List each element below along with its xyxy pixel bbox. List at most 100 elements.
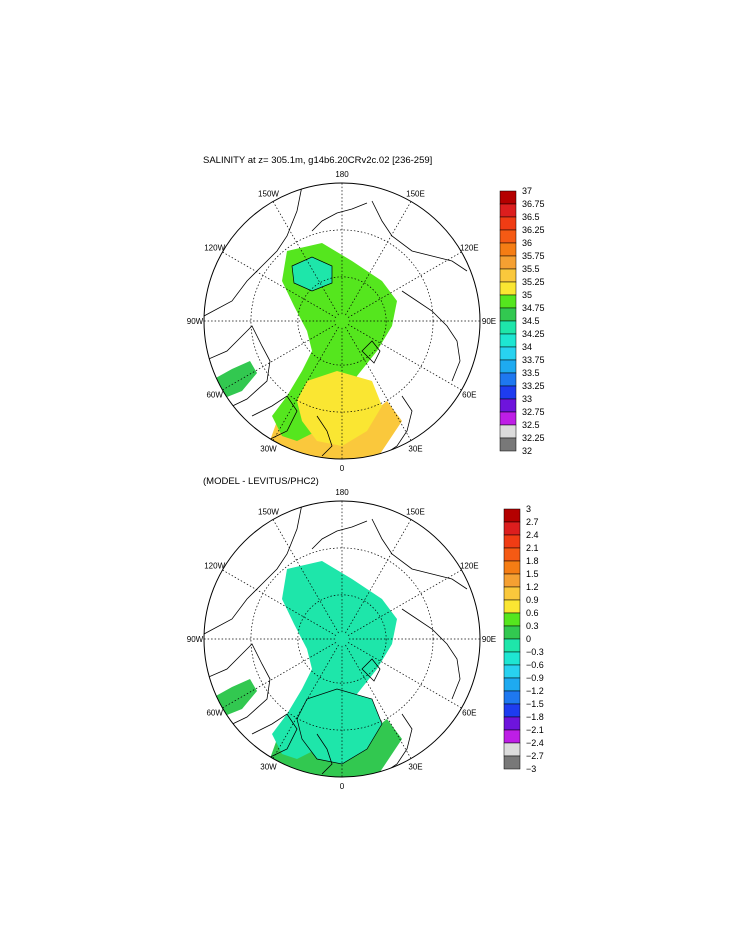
colorbar-level-label: 34.75 <box>522 303 545 313</box>
coastline-9 <box>311 202 368 232</box>
longitude-label: 120W <box>204 244 225 253</box>
longitude-label: 30E <box>408 762 422 771</box>
colorbar-swatch <box>503 703 521 718</box>
colorbar-swatch <box>499 203 517 218</box>
contour-line <box>291 256 333 292</box>
colorbar-swatch <box>499 255 517 270</box>
coastline-2 <box>204 325 271 412</box>
colorbar-level-label: −3 <box>526 764 536 774</box>
meridian-line <box>222 569 337 636</box>
map-boundary <box>203 182 481 460</box>
coastline-9 <box>311 520 368 550</box>
colorbar-swatch <box>499 307 517 322</box>
colorbar-level-label: 2.1 <box>526 543 539 553</box>
coastline-1 <box>204 185 303 317</box>
longitude-label: 120E <box>460 244 479 253</box>
colorbar-swatch <box>503 547 521 562</box>
colorbar-level-label: −2.1 <box>526 725 544 735</box>
meridian-line <box>345 201 412 316</box>
colorbar-level-label: 37 <box>522 186 532 196</box>
colorbar-swatch <box>503 755 521 770</box>
coastline-7 <box>316 415 333 457</box>
colorbar-swatch <box>503 664 521 679</box>
colorbar-swatch <box>503 716 521 731</box>
colorbar-level-label: −0.6 <box>526 660 544 670</box>
colorbar-level-label: 36.5 <box>522 212 540 222</box>
longitude-label: 150E <box>406 190 425 199</box>
coastline-5 <box>401 608 461 700</box>
longitude-label: 90E <box>482 635 496 644</box>
colorbar-level-label: 0 <box>526 634 531 644</box>
colorbar-level-label: 3 <box>526 504 531 514</box>
colorbar-level-label: 34 <box>522 342 532 352</box>
colorbar-swatch <box>503 521 521 536</box>
longitude-label: 120W <box>204 562 225 571</box>
contour-line <box>296 688 383 765</box>
colorbar-swatch <box>503 638 521 653</box>
colorbar-level-label: −2.7 <box>526 751 544 761</box>
longitude-label: 60E <box>462 709 476 718</box>
colorbar-level-label: 1.2 <box>526 582 539 592</box>
colorbar-swatch <box>499 437 517 452</box>
longitude-label: 60W <box>206 709 223 718</box>
panel1-title: SALINITY at z= 305.1m, g14b6.20CRv2c.02 … <box>203 155 433 166</box>
ocean-fill-group <box>207 561 402 777</box>
colorbar-level-label: −1.2 <box>526 686 544 696</box>
colorbar-swatch <box>503 534 521 549</box>
colorbar-swatch <box>499 216 517 231</box>
longitude-label: 90E <box>482 317 496 326</box>
colorbar-swatch <box>503 625 521 640</box>
colorbar-swatch <box>499 294 517 309</box>
colorbar-level-label: 35.25 <box>522 277 545 287</box>
longitude-label: 30E <box>408 444 422 453</box>
meridian-line <box>345 519 412 634</box>
colorbar-level-label: 36.75 <box>522 199 545 209</box>
coastline-8 <box>361 658 381 682</box>
colorbar-level-label: 33.5 <box>522 368 540 378</box>
longitude-label: 30W <box>260 444 277 453</box>
meridian-line <box>345 644 412 759</box>
coastline-8 <box>361 340 381 364</box>
colorbar-swatch <box>503 690 521 705</box>
panel-1: 180 150E 120E 90E 60E 30E 0 30W 60W 90W 120W 150W 37… <box>187 170 545 473</box>
colorbar-swatch <box>499 398 517 413</box>
meridian-line <box>347 324 462 391</box>
colorbar-level-label: 32.5 <box>522 420 540 430</box>
colorbar-level-label: 34.5 <box>522 316 540 326</box>
colorbar-level-label: 0.9 <box>526 595 539 605</box>
colorbar-level-label: −1.5 <box>526 699 544 709</box>
panel2-title: (MODEL - LEVITUS/PHC2) <box>203 476 319 487</box>
colorbar-swatch <box>503 560 521 575</box>
colorbar-2: 3 2.7 2.4 2.1 1.8 1.5 1.2 0.9 0.6 0.3 0 −0.3 −0.6 −0.… <box>503 504 544 774</box>
longitude-label: 30W <box>260 762 277 771</box>
region-canada-basin-core <box>292 257 332 291</box>
colorbar-swatch <box>499 411 517 426</box>
panel-2: 180 150E 120E 90E 60E 30E 0 30W 60W 90W 120W 150W 3 2… <box>187 488 544 791</box>
colorbar-swatch <box>499 359 517 374</box>
coastline-3 <box>251 395 298 444</box>
colorbar-level-label: 36.25 <box>522 225 545 235</box>
colorbar-level-label: 35.5 <box>522 264 540 274</box>
coastline-1 <box>204 503 303 635</box>
meridian-line <box>345 326 412 441</box>
colorbar-level-label: −0.3 <box>526 647 544 657</box>
colorbar-level-label: 33.75 <box>522 355 545 365</box>
coastline-2 <box>204 643 271 730</box>
longitude-label: 0 <box>340 464 345 473</box>
colorbar-level-label: 1.8 <box>526 556 539 566</box>
meridian-line <box>347 569 462 636</box>
colorbar-level-label: 32 <box>522 446 532 456</box>
coastline-4 <box>371 518 468 590</box>
colorbar-1: 37 36.75 36.5 36.25 36 35.75 35.5 35.25 35 34.75 3… <box>499 186 545 456</box>
coastline-5 <box>401 290 461 382</box>
meridian-line <box>272 519 339 634</box>
colorbar-swatch <box>499 190 517 205</box>
longitude-label: 150W <box>258 190 279 199</box>
longitude-label: 60E <box>462 391 476 400</box>
colorbar-swatch <box>499 268 517 283</box>
colorbar-swatch <box>499 242 517 257</box>
meridian-line <box>272 644 339 759</box>
colorbar-swatch <box>503 729 521 744</box>
region-nordic-seas <box>297 371 382 446</box>
